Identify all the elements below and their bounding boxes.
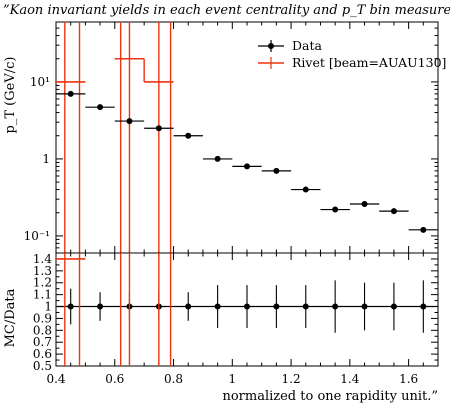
- data-point: [126, 118, 133, 125]
- legend-label-data: Data: [292, 38, 322, 53]
- ratio-y-tick-label: 0.9: [33, 311, 52, 325]
- ratio-point: [244, 303, 250, 310]
- data-point: [214, 155, 221, 162]
- chart-title: ”Kaon invariant yields in each event cen…: [3, 3, 450, 18]
- x-tick-label: 0.8: [164, 372, 183, 386]
- legend: Data Rivet [beam=AUAU130] [c: [258, 38, 450, 70]
- ratio-y-tick-label: 0.7: [33, 335, 52, 349]
- ratio-y-tick-label: 1.1: [33, 288, 52, 302]
- ratio-y-axis-label: MC/Data: [3, 288, 18, 347]
- data-point: [361, 200, 368, 207]
- x-tick-label: 1.6: [399, 372, 418, 386]
- x-axis-label: normalized to one rapidity unit.”: [222, 389, 438, 404]
- ratio-point: [97, 303, 104, 310]
- legend-data-marker: [268, 43, 274, 49]
- x-tick-label: 1: [228, 372, 236, 386]
- ratio-y-tick-label: 1: [44, 300, 52, 314]
- ratio-point: [390, 303, 397, 310]
- ratio-y-tick-label: 0.6: [33, 347, 52, 361]
- ratio-point: [214, 303, 221, 310]
- y-tick-label: 1: [42, 152, 50, 166]
- ratio-frame: [55, 252, 439, 367]
- ratio-y-tick-label: 1.2: [33, 276, 52, 290]
- y-tick-label: 10⁻¹: [24, 229, 50, 243]
- ratio-point: [185, 303, 192, 310]
- x-tick-label: 0.6: [105, 372, 124, 386]
- data-point: [332, 206, 339, 213]
- data-point: [420, 226, 427, 233]
- ratio-point: [361, 303, 368, 310]
- x-tick-label: 1.2: [282, 372, 301, 386]
- data-point: [185, 132, 192, 139]
- data-point: [390, 208, 397, 215]
- ratio-point: [67, 303, 74, 310]
- data-point: [302, 186, 309, 193]
- ratio-point: [273, 303, 280, 310]
- ratio-point: [420, 303, 427, 310]
- data-point: [155, 125, 162, 132]
- ratio-point: [332, 303, 339, 310]
- legend-label-rivet: Rivet [beam=AUAU130] [c: [292, 55, 450, 70]
- data-point: [244, 163, 250, 170]
- x-tick-label: 0.4: [46, 372, 65, 386]
- data-point: [273, 167, 280, 174]
- legend-entry-data: Data: [258, 38, 322, 53]
- data-point: [67, 90, 74, 97]
- ratio-y-tick-label: 1.4: [33, 252, 52, 266]
- x-tick-label: 1.4: [340, 372, 359, 386]
- ratio-point: [302, 303, 309, 310]
- main-panel: 10⁻¹ 1 10¹: [24, 21, 439, 366]
- y-tick-label: 10¹: [30, 75, 50, 89]
- y-axis-label: p_T (GeV/c): [3, 57, 18, 134]
- ratio-panel: 0.4 0.6 0.8 1 1.2 1.4 1.60.50.60.70.80.911.11.…: [33, 252, 439, 386]
- ratio-y-tick-label: 0.8: [33, 323, 52, 337]
- ratio-y-tick-label: 1.3: [33, 264, 52, 278]
- ratio-y-tick-label: 0.5: [33, 359, 52, 373]
- legend-entry-rivet: Rivet [beam=AUAU130] [c: [258, 55, 450, 70]
- data-point: [97, 104, 104, 111]
